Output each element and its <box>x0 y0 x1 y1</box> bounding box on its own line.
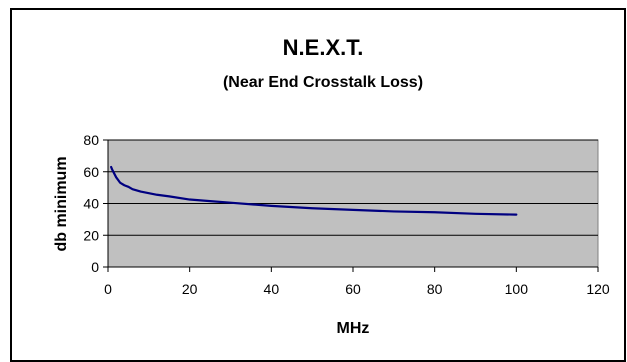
tick-labels: 0 20 40 60 80 0 20 40 60 80 100 120 <box>83 132 609 297</box>
x-tick-label: 40 <box>264 281 280 297</box>
series-layer <box>110 165 518 216</box>
y-tick-label: 60 <box>83 164 99 180</box>
next-series-line <box>110 165 518 216</box>
y-tick-label: 80 <box>83 132 99 148</box>
chart-subtitle: (Near End Crosstalk Loss) <box>223 74 423 91</box>
x-tick-label: 100 <box>505 281 529 297</box>
grid-lines <box>108 139 598 236</box>
y-tick-label: 20 <box>83 227 99 243</box>
x-tick-label: 120 <box>586 281 610 297</box>
chart-title: N.E.X.T. <box>283 35 364 60</box>
x-tick-label: 20 <box>182 281 198 297</box>
y-axis-label: db minimum <box>53 156 70 251</box>
x-axis-label: MHz <box>337 320 370 337</box>
x-tick-label: 0 <box>104 281 112 297</box>
x-tick-label: 80 <box>427 281 443 297</box>
y-tick-label: 0 <box>91 259 99 275</box>
y-tick-label: 40 <box>83 196 99 212</box>
x-tick-label: 60 <box>345 281 361 297</box>
axes <box>103 139 599 272</box>
